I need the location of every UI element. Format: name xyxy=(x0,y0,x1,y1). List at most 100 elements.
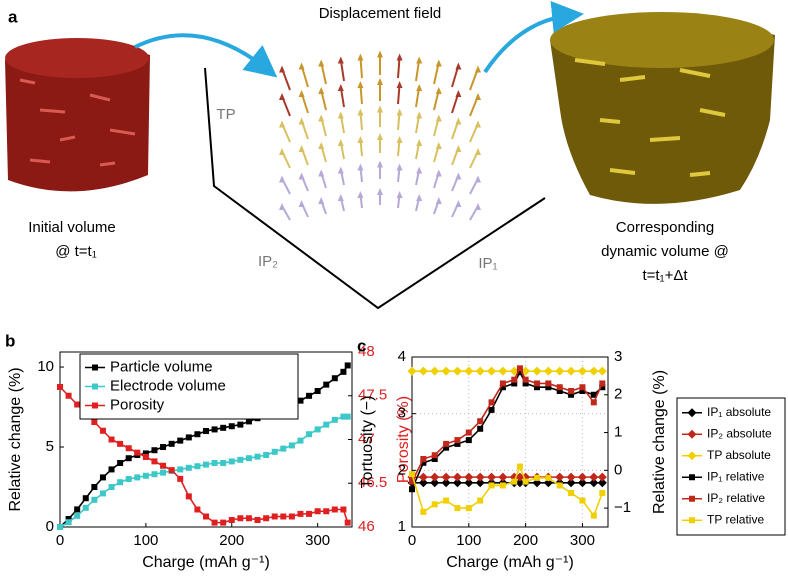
point xyxy=(271,448,278,455)
point xyxy=(452,472,462,482)
legend-marker xyxy=(92,383,98,390)
point xyxy=(579,497,586,504)
point xyxy=(340,506,347,513)
point xyxy=(431,456,438,462)
point xyxy=(464,366,474,376)
y-tick-label: 3 xyxy=(398,405,406,422)
field-arrow-head xyxy=(337,139,344,146)
field-arrow-head xyxy=(435,169,442,177)
point xyxy=(545,384,552,391)
y2-tick-label: 46 xyxy=(358,518,375,535)
legend-label: IP₁ relative xyxy=(707,469,765,483)
point xyxy=(545,474,552,481)
point xyxy=(420,459,427,466)
point xyxy=(522,478,529,485)
field-arrow-head xyxy=(455,117,462,125)
field-arrow-head xyxy=(318,197,325,204)
point xyxy=(254,517,261,523)
point xyxy=(57,524,63,530)
field-arrow-head xyxy=(475,148,481,155)
point xyxy=(477,497,484,504)
point xyxy=(599,490,606,496)
point xyxy=(589,478,599,488)
point xyxy=(344,519,351,526)
legend-marker xyxy=(689,474,695,481)
panel-label: c xyxy=(357,336,366,355)
field-arrow-head xyxy=(396,53,403,61)
point xyxy=(516,463,523,470)
field-arrow-head xyxy=(396,163,403,171)
y2-axis-label: Porosity (%) xyxy=(395,396,412,483)
plane-label: TP xyxy=(216,106,235,123)
point xyxy=(142,450,149,457)
arrow xyxy=(483,0,584,74)
field-arrow-head xyxy=(337,194,344,201)
field-arrow-head xyxy=(298,62,305,70)
point xyxy=(280,445,287,452)
point xyxy=(577,472,587,482)
point xyxy=(306,431,313,438)
point xyxy=(579,384,586,391)
y2-tick-label: 0 xyxy=(614,461,622,478)
point xyxy=(134,474,141,481)
point xyxy=(545,380,552,387)
point xyxy=(487,366,497,376)
point xyxy=(487,472,497,482)
point xyxy=(82,495,89,502)
point xyxy=(228,423,235,430)
x-axis-label: Charge (mAh g⁻¹) xyxy=(142,554,270,571)
point xyxy=(488,482,495,489)
x-tick-label: 100 xyxy=(456,532,481,549)
field-arrow-head xyxy=(377,160,383,168)
point xyxy=(74,506,81,513)
point xyxy=(151,447,158,454)
point xyxy=(430,472,440,482)
point xyxy=(91,484,98,491)
point xyxy=(499,482,506,489)
field-arrow-head xyxy=(377,105,383,113)
y-tick-label: 10 xyxy=(37,358,54,375)
point xyxy=(142,472,149,479)
point xyxy=(579,388,586,394)
point xyxy=(57,384,63,390)
y2-axis-label: Relative change (%) xyxy=(651,370,668,514)
x-tick-label: 200 xyxy=(219,532,244,549)
field-arrow-head xyxy=(298,90,305,97)
field-arrow-head xyxy=(455,145,462,152)
point xyxy=(185,493,192,500)
point xyxy=(108,484,115,491)
point xyxy=(443,444,450,451)
point xyxy=(409,486,415,493)
point xyxy=(454,505,461,512)
field-arrow-head xyxy=(396,81,403,88)
y-tick-label: 1 xyxy=(398,518,406,535)
field-arrow-head xyxy=(337,111,344,119)
point xyxy=(577,478,587,488)
panel-label: a xyxy=(8,7,18,26)
point xyxy=(465,429,472,436)
caption: @ t=t₁ xyxy=(55,243,97,260)
point xyxy=(228,458,235,465)
point xyxy=(533,380,540,387)
point xyxy=(577,366,587,376)
point xyxy=(430,366,440,376)
point xyxy=(331,506,338,513)
point xyxy=(418,478,428,488)
y-axis-label: Relative change (%) xyxy=(7,367,24,511)
legend-marker xyxy=(92,364,98,371)
y2-tick-label: 1 xyxy=(614,424,622,441)
point xyxy=(331,375,338,382)
point xyxy=(532,366,542,376)
point xyxy=(420,456,427,462)
point xyxy=(331,416,338,423)
point xyxy=(211,426,218,433)
point xyxy=(117,440,124,447)
point xyxy=(475,366,485,376)
point xyxy=(431,501,438,508)
field-arrow-head xyxy=(298,145,305,152)
field-arrow-head xyxy=(298,117,305,125)
point xyxy=(568,490,575,496)
legend-label: Porosity xyxy=(110,396,165,413)
field-arrow-head xyxy=(318,87,325,94)
point xyxy=(99,427,106,434)
